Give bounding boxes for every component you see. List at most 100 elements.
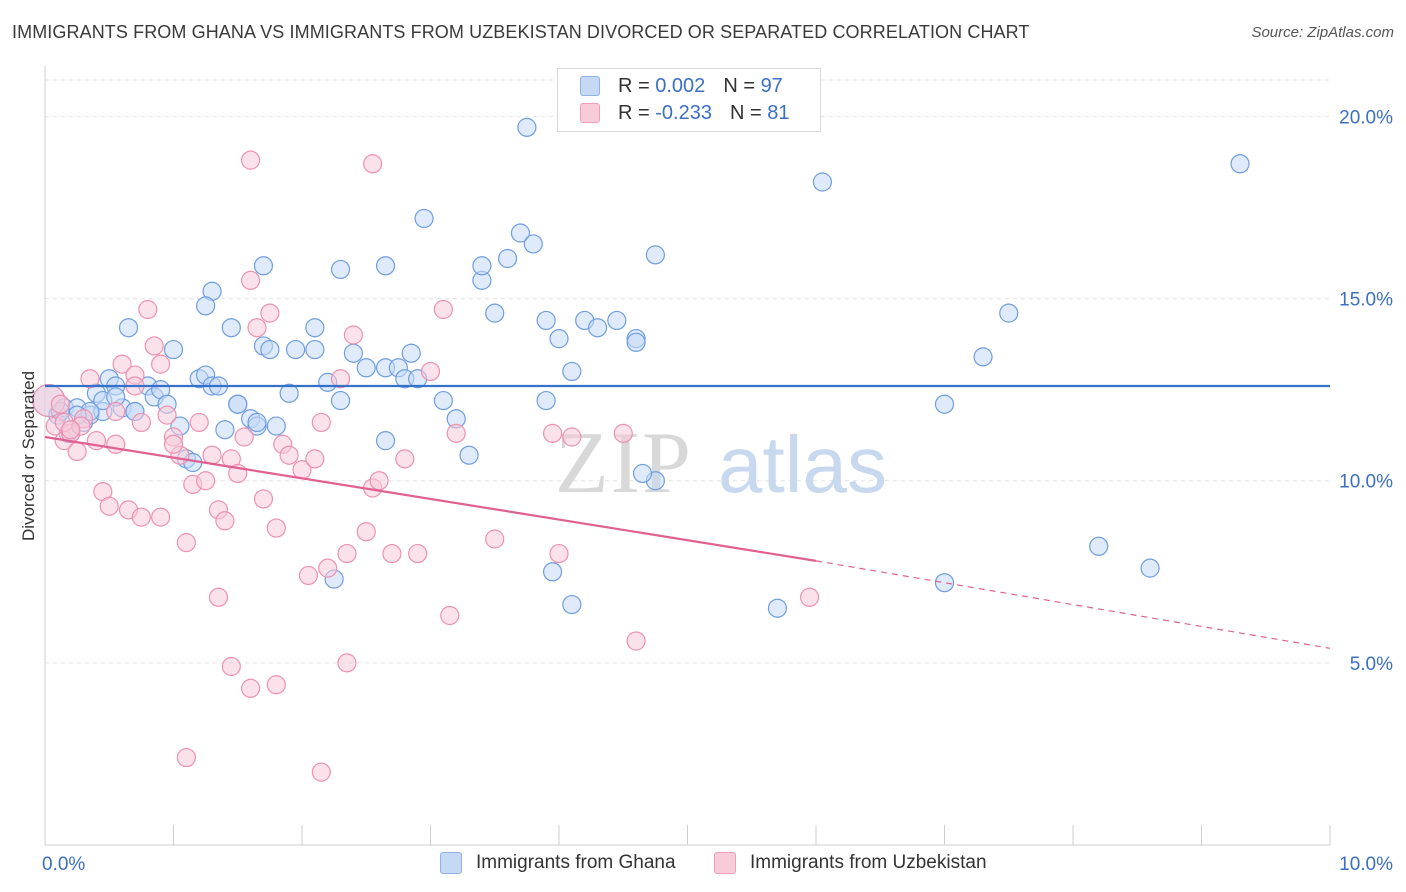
point-uzbekistan [208, 587, 229, 607]
y-tick-labels: 5.0% 10.0% 15.0% 20.0% [1339, 107, 1393, 674]
point-ghana [1140, 558, 1160, 578]
chart-title: IMMIGRANTS FROM GHANA VS IMMIGRANTS FROM… [12, 22, 1030, 42]
x-tick-labels: 0.0% 10.0% [42, 854, 1393, 875]
point-ghana [934, 573, 955, 593]
point-uzbekistan [99, 496, 119, 516]
point-uzbekistan [80, 369, 100, 389]
point-uzbekistan [298, 565, 319, 586]
point-uzbekistan [234, 427, 254, 447]
point-uzbekistan [266, 675, 286, 695]
watermark: ZIP atlas [555, 415, 887, 512]
point-ghana [279, 383, 299, 403]
point-ghana [433, 390, 453, 411]
point-uzbekistan [221, 656, 241, 677]
y-axis-label: Divorced or Separated [19, 371, 38, 541]
point-uzbekistan [131, 412, 151, 433]
series-name-uzbekistan: Immigrants from Uzbekistan [750, 852, 987, 873]
point-ghana [510, 223, 531, 243]
legend-r-value: 0.002 [655, 74, 706, 97]
point-uzbekistan [241, 678, 261, 698]
point-ghana [221, 318, 241, 338]
legend-row-ghana: R = 0.002 N = 97 [580, 73, 783, 99]
series-name-ghana: Immigrants from Ghana [476, 852, 676, 873]
point-ghana [401, 343, 421, 363]
point-ghana [536, 390, 556, 411]
point-uzbekistan [549, 543, 569, 564]
point-uzbekistan [330, 369, 351, 389]
point-uzbekistan [305, 449, 325, 469]
point-ghana [305, 339, 325, 360]
point-uzbekistan [542, 423, 563, 443]
point-ghana [999, 303, 1019, 323]
point-uzbekistan [260, 303, 280, 323]
point-ghana [549, 329, 569, 349]
point-ghana [587, 318, 608, 338]
point-uzbekistan [151, 507, 171, 527]
y-tick-label: 15.0% [1339, 290, 1393, 311]
point-uzbekistan [176, 747, 196, 768]
point-uzbekistan [266, 518, 286, 538]
point-uzbekistan [176, 533, 196, 553]
point-uzbekistan [420, 361, 441, 382]
stats-legend: R = 0.002 N = 97 R = -0.233 N = 81 [557, 68, 821, 132]
point-ghana [485, 303, 505, 323]
point-ghana [305, 318, 325, 338]
series-legend-ghana: Immigrants from Ghana [440, 852, 676, 874]
point-ghana [196, 296, 216, 316]
point-ghana [536, 310, 556, 331]
point-ghana [330, 390, 351, 411]
point-uzbekistan [131, 507, 151, 527]
point-ghana [812, 172, 833, 192]
point-uzbekistan [151, 354, 171, 374]
point-uzbekistan [241, 150, 261, 170]
point-ghana [260, 339, 280, 360]
point-uzbekistan [485, 529, 505, 549]
point-uzbekistan [318, 558, 338, 578]
point-ghana [645, 245, 665, 265]
point-uzbekistan [215, 511, 235, 531]
trend-lines [44, 384, 1331, 649]
point-uzbekistan [433, 299, 453, 320]
point-uzbekistan [337, 543, 357, 564]
point-uzbekistan [106, 434, 126, 454]
series-swatch-uzbekistan [714, 852, 736, 874]
point-uzbekistan [196, 471, 216, 491]
watermark-atlas: atlas [718, 420, 887, 509]
point-uzbekistan [138, 299, 158, 320]
series-legend-uzbekistan: Immigrants from Uzbekistan [714, 852, 987, 874]
point-uzbekistan [163, 434, 184, 454]
point-ghana [285, 339, 306, 360]
legend-n-label: N = [723, 74, 755, 97]
point-ghana [632, 463, 653, 484]
point-ghana [542, 562, 563, 582]
point-ghana [934, 394, 955, 414]
point-uzbekistan [112, 354, 132, 374]
legend-row-uzbekistan: R = -0.233 N = 81 [580, 100, 789, 126]
point-uzbekistan [144, 336, 164, 356]
point-uzbekistan [440, 605, 460, 626]
trend-line-uzbekistan [44, 435, 817, 562]
point-uzbekistan [626, 631, 646, 651]
point-ghana [163, 339, 184, 360]
point-ghana [356, 358, 376, 378]
point-uzbekistan [311, 412, 331, 433]
point-uzbekistan [343, 325, 363, 345]
point-ghana [523, 234, 543, 254]
point-ghana [1089, 536, 1109, 556]
y-tick-label: 5.0% [1350, 654, 1393, 675]
point-ghana [767, 598, 788, 618]
point-uzbekistan [253, 489, 274, 509]
source-label: Source: ZipAtlas.com [1251, 24, 1394, 41]
point-uzbekistan [50, 394, 71, 414]
point-ghana [1230, 154, 1250, 174]
point-uzbekistan [799, 587, 820, 607]
point-uzbekistan [613, 423, 633, 443]
point-uzbekistan [189, 412, 209, 433]
point-uzbekistan [395, 449, 415, 469]
x-tick-label: 0.0% [42, 854, 85, 875]
point-ghana [253, 256, 274, 276]
y-tick-label: 20.0% [1339, 107, 1393, 128]
point-ghana [517, 117, 537, 137]
y-tick-label: 10.0% [1339, 472, 1393, 493]
